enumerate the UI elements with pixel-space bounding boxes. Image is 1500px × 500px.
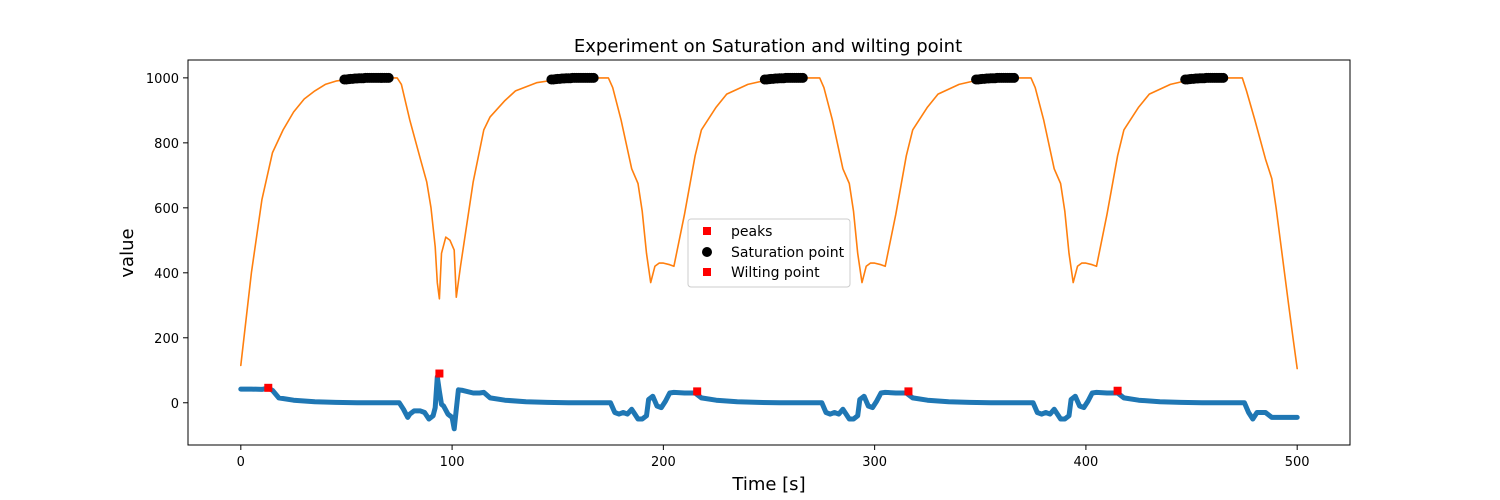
x-tick-label: 0 — [237, 455, 245, 470]
y-axis-label: value — [117, 228, 138, 277]
peaks-marker — [693, 387, 702, 396]
legend-peaks-marker — [703, 227, 711, 235]
peaks-marker — [435, 369, 444, 378]
legend-saturation-label: Saturation point — [731, 245, 845, 261]
x-tick-label: 200 — [651, 455, 676, 470]
peaks-marker — [264, 383, 273, 392]
x-tick-label: 400 — [1073, 455, 1098, 470]
legend-peaks-label: peaks — [731, 224, 772, 240]
x-tick-label: 500 — [1285, 455, 1310, 470]
peaks-marker — [1113, 386, 1122, 395]
y-axis: 0 200 400 600 800 1000 — [146, 72, 188, 412]
saturation-point-marker — [797, 72, 808, 83]
y-tick-label: 800 — [154, 137, 179, 152]
x-tick-label: 100 — [440, 455, 465, 470]
saturation-point-marker — [383, 72, 394, 83]
y-tick-label: 0 — [171, 397, 179, 412]
saturation-point-marker — [1009, 72, 1020, 83]
series-signal-line — [240, 77, 1298, 370]
series-derivative-line — [238, 374, 1300, 432]
peaks-marker — [904, 387, 913, 396]
plot-area — [187, 59, 1351, 446]
y-tick-label: 200 — [154, 332, 179, 347]
x-tick-label: 300 — [862, 455, 887, 470]
saturation-point-marker — [588, 72, 599, 83]
y-tick-label: 400 — [154, 267, 179, 282]
legend-wilting-marker — [703, 268, 711, 276]
axes-frame — [187, 59, 1351, 446]
legend-saturation-marker — [702, 247, 712, 257]
y-tick-label: 1000 — [146, 72, 179, 87]
y-tick-label: 600 — [154, 202, 179, 217]
x-axis-label: Time [s] — [731, 474, 805, 495]
chart-title: Experiment on Saturation and wilting poi… — [574, 36, 962, 57]
legend-box — [687, 218, 851, 288]
series-layer — [238, 72, 1300, 432]
legend: peaks Saturation point Wilting point — [687, 218, 851, 288]
x-axis: 0 100 200 300 400 500 — [237, 445, 1310, 470]
saturation-point-marker — [1218, 72, 1229, 83]
legend-wilting-label: Wilting point — [731, 265, 820, 281]
